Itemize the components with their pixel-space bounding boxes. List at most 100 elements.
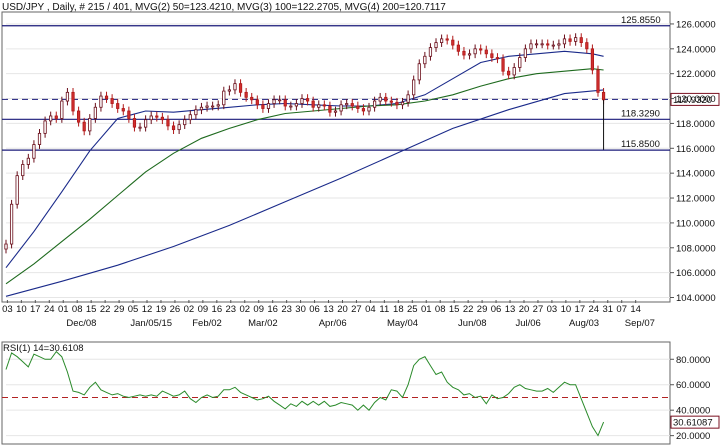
x-month-label: Feb/02 (192, 318, 222, 329)
candle-body (261, 104, 265, 109)
candle-body (166, 119, 170, 127)
candle-body (590, 48, 594, 71)
price-y-tick-label: 116.0000 (676, 144, 715, 155)
x-month-label: Sep/07 (625, 318, 655, 329)
price-x-axis: 03 10 17 24 01 08 15 22 29 05 12 19 26 02 09 16 23 02 09 16… (2, 300, 655, 329)
current-price-label: 119.9320 (673, 95, 712, 106)
candle-body (88, 118, 92, 132)
candle-body (77, 110, 81, 123)
candle-body (585, 42, 589, 50)
x-day-label: 25 (407, 304, 418, 315)
candle-body (328, 105, 332, 113)
x-day-label: 12 (142, 304, 153, 315)
candle-body (294, 103, 299, 107)
x-day-label: 24 (44, 304, 55, 315)
price-panel-frame[interactable] (1, 11, 671, 303)
candle-body (238, 83, 243, 93)
candle-body (389, 100, 393, 103)
rsi-y-tick-label: 40.0000 (676, 406, 710, 417)
candle-body (440, 38, 444, 43)
horizontal-level-label: 125.8550 (621, 15, 661, 26)
candle-body (300, 98, 304, 104)
x-day-label: 24 (589, 304, 600, 315)
x-day-label: 20 (519, 304, 530, 315)
x-day-label: 26 (170, 304, 181, 315)
x-day-label: 06 (491, 304, 502, 315)
rsi-series (5, 350, 605, 437)
price-y-tick-label: 126.0000 (676, 19, 716, 30)
price-y-tick-label: 104.0000 (676, 293, 716, 304)
x-day-label: 01 (58, 304, 69, 315)
candle-body (562, 38, 567, 45)
price-y-tick-label: 118.0000 (676, 119, 715, 130)
candle-body (183, 119, 187, 126)
x-day-label: 07 (616, 304, 627, 315)
candle-body (596, 69, 600, 93)
candle-body (322, 104, 326, 107)
candle-body (551, 44, 555, 47)
candle-body (305, 98, 310, 102)
candle-body (512, 67, 516, 76)
candle-body (266, 103, 271, 109)
candle-body (456, 44, 460, 52)
price-y-tick-label: 106.0000 (676, 268, 716, 279)
x-day-label: 29 (114, 304, 125, 315)
candle-body (177, 124, 181, 131)
x-day-label: 27 (533, 304, 544, 315)
x-day-label: 15 (86, 304, 97, 315)
candle-body (283, 99, 287, 107)
price-y-axis: 126.0000 124.0000 122.0000 120.0000 118.0000… (670, 19, 716, 304)
candle-body (4, 243, 8, 250)
candle-body (501, 58, 505, 72)
rsi-panel-frame[interactable] (1, 341, 671, 445)
x-day-label: 22 (463, 304, 474, 315)
candle-body (378, 96, 382, 102)
candle-body (255, 99, 259, 106)
x-day-label: 15 (449, 304, 460, 315)
candle-body (222, 90, 226, 106)
candle-body (37, 132, 42, 145)
candle-body (54, 115, 58, 119)
candle-body (21, 164, 25, 177)
candle-body (574, 37, 578, 42)
candle-body (71, 91, 75, 112)
x-day-label: 27 (351, 304, 362, 315)
x-month-label: Mar/02 (248, 318, 278, 329)
x-day-label: 08 (435, 304, 446, 315)
candle-body (490, 53, 494, 58)
candle-body (546, 43, 550, 46)
candle-body (289, 105, 293, 108)
candle-body (160, 116, 164, 121)
rsi-panel-gridlines (2, 358, 670, 437)
rsi-y-tick-label: 60.0000 (676, 380, 710, 391)
candle-body (233, 83, 237, 91)
candle-body (350, 103, 354, 107)
candle-body (149, 115, 153, 121)
price-y-tick-label: 110.0000 (676, 218, 715, 229)
x-day-label: 31 (602, 304, 613, 315)
x-day-label: 13 (323, 304, 334, 315)
candle-body (345, 103, 349, 106)
price-y-tick-label: 112.0000 (676, 194, 715, 205)
rsi-y-tick-label: 20.0000 (676, 431, 710, 442)
price-y-tick-label: 114.0000 (676, 169, 715, 180)
candle-body (495, 57, 500, 60)
candle-body (445, 38, 449, 41)
x-day-label: 17 (30, 304, 41, 315)
price-y-tick-label: 120.0000 (676, 94, 716, 105)
candle-body (132, 118, 137, 128)
candle-body (400, 101, 405, 106)
candle-body (417, 63, 421, 81)
x-day-label: 10 (561, 304, 572, 315)
x-day-label: 30 (295, 304, 306, 315)
x-day-label: 16 (212, 304, 223, 315)
candle-body (507, 70, 511, 76)
x-day-label: 04 (365, 304, 376, 315)
x-day-label: 03 (547, 304, 558, 315)
candle-body (361, 108, 366, 112)
x-day-label: 08 (72, 304, 83, 315)
x-day-label: 02 (184, 304, 195, 315)
x-month-label: May/04 (387, 318, 418, 329)
